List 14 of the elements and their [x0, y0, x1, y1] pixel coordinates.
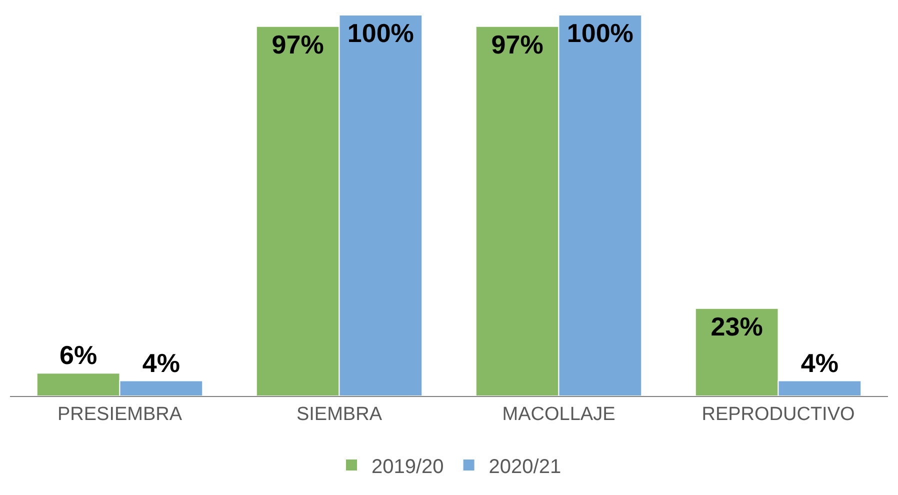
data-label: 97%: [491, 29, 544, 60]
data-label: 100%: [347, 18, 414, 48]
data-label: 97%: [272, 29, 324, 60]
data-label: 4%: [800, 348, 838, 378]
data-label: 100%: [566, 18, 634, 48]
data-label: 6%: [60, 340, 98, 370]
x-tick-label: MACOLLAJE: [502, 404, 616, 425]
x-tick-label: SIEMBRA: [296, 404, 382, 425]
legend-label: 2019/20: [372, 456, 444, 478]
x-tick-label: PRESIEMBRA: [57, 404, 182, 425]
legend-label: 2020/21: [488, 456, 562, 478]
data-label: 23%: [710, 311, 763, 342]
x-tick-label: REPRODUCTIVO: [702, 404, 855, 425]
data-label: 4%: [142, 348, 180, 378]
